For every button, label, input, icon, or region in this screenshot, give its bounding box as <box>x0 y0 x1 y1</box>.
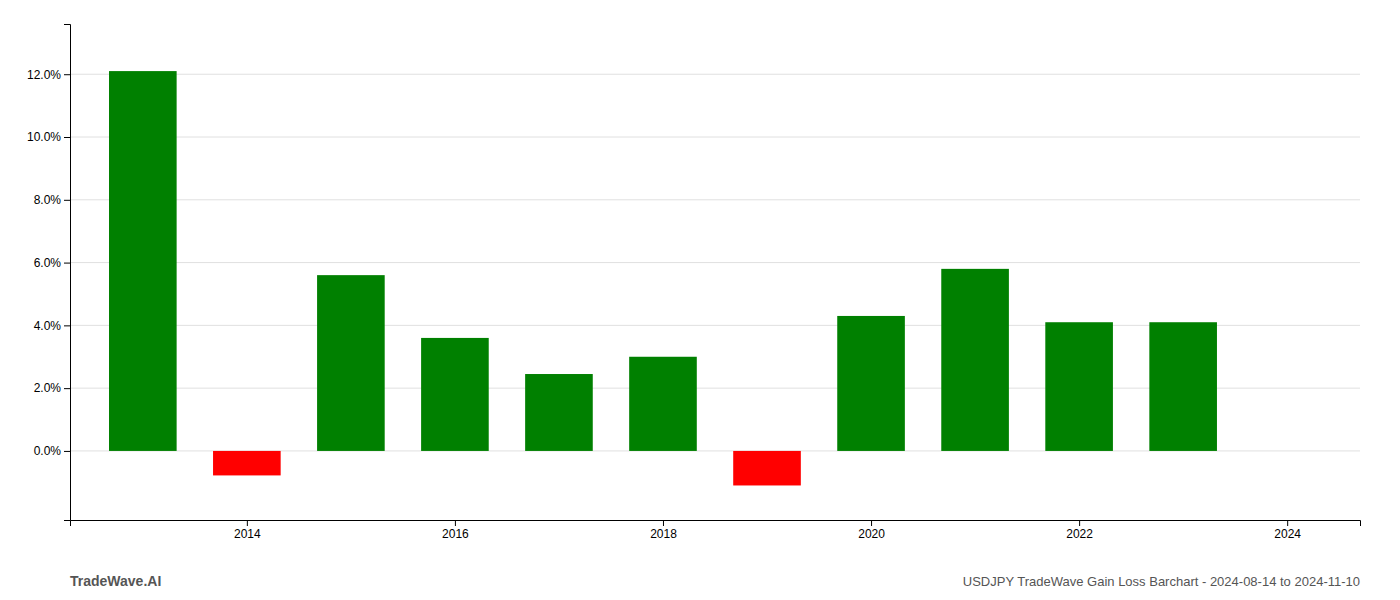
tick-mark <box>64 74 70 75</box>
tick-mark <box>64 451 70 452</box>
watermark: TradeWave.AI <box>70 573 161 589</box>
tick: 2024 <box>1274 520 1301 541</box>
grid-line <box>70 137 1360 138</box>
bar <box>525 374 593 451</box>
tick-label: 10.0% <box>27 130 61 144</box>
tick-label: 2020 <box>858 527 885 541</box>
bar <box>317 275 385 451</box>
tick-mark <box>64 137 70 138</box>
tick-label: 4.0% <box>34 319 62 333</box>
bar <box>109 71 177 451</box>
tick-label: 2018 <box>650 527 677 541</box>
tick-label: 12.0% <box>27 68 61 82</box>
tick: 2022 <box>1066 520 1093 541</box>
tick: 6.0% <box>34 256 70 270</box>
tick-mark <box>64 200 70 201</box>
tick-mark <box>64 263 70 264</box>
axis-line <box>64 25 71 521</box>
tick-label: 6.0% <box>34 256 62 270</box>
tick-label: 2016 <box>442 527 469 541</box>
tick-label: 2024 <box>1274 527 1301 541</box>
grid <box>70 74 1360 451</box>
tick: 8.0% <box>34 193 70 207</box>
tick-mark <box>247 520 248 526</box>
tick: 2014 <box>234 520 261 541</box>
bar <box>941 269 1009 451</box>
bar <box>1149 322 1217 451</box>
tick-mark <box>663 520 664 526</box>
grid-line <box>70 199 1360 200</box>
x-axis: 2014 2016 2018 2020 2022 2024 <box>71 520 1361 541</box>
grid-line <box>70 74 1360 75</box>
bar <box>837 316 905 451</box>
tick-label: 2.0% <box>34 381 62 395</box>
tick: 12.0% <box>27 68 70 82</box>
bar <box>1045 322 1113 451</box>
bar <box>421 338 489 451</box>
tick: 2020 <box>858 520 885 541</box>
bars <box>109 71 1217 485</box>
chart: 2014 2016 2018 2020 2022 2024 0.0% 2.0% 4.0% 6.0%… <box>0 0 1400 600</box>
tick-mark <box>1287 520 1288 526</box>
bar <box>733 451 801 486</box>
title: USDJPY TradeWave Gain Loss Barchart - 20… <box>963 574 1360 589</box>
tick: 2018 <box>650 520 677 541</box>
bar <box>629 357 697 451</box>
tick-mark <box>64 388 70 389</box>
tick-label: 2022 <box>1066 527 1093 541</box>
tick: 4.0% <box>34 319 70 333</box>
axis-line <box>71 521 1361 527</box>
tick-label: 8.0% <box>34 193 62 207</box>
tick-label: 0.0% <box>34 444 62 458</box>
tick: 0.0% <box>34 444 70 458</box>
grid-line <box>70 262 1360 263</box>
tick-mark <box>1079 520 1080 526</box>
tick-label: 2014 <box>234 527 261 541</box>
bar <box>213 451 281 475</box>
tick: 10.0% <box>27 130 70 144</box>
tick-mark <box>871 520 872 526</box>
y-axis: 0.0% 2.0% 4.0% 6.0% 8.0% 10.0% 12.0% <box>27 25 71 521</box>
tick: 2016 <box>442 520 469 541</box>
plot: 2014 2016 2018 2020 2022 2024 0.0% 2.0% 4.0% 6.0%… <box>27 25 1361 541</box>
tick-mark <box>455 520 456 526</box>
tick: 2.0% <box>34 381 70 395</box>
tick-mark <box>64 325 70 326</box>
